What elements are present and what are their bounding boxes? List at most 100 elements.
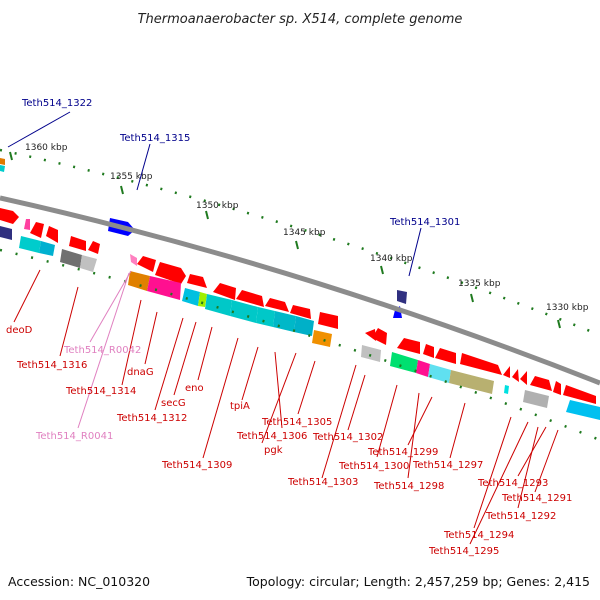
blue-labels: Teth514_1322 Teth514_1315 Teth514_1301	[21, 98, 460, 228]
gene-arrow[interactable]	[0, 208, 19, 224]
gene-label-eno[interactable]: eno	[185, 383, 204, 394]
gene-label-teth514-1301[interactable]: Teth514_1301	[389, 217, 460, 228]
gene-arrow[interactable]	[137, 256, 156, 272]
gene-block	[390, 352, 418, 373]
gene-block	[416, 360, 430, 377]
gene-block	[128, 271, 150, 291]
gene-arrow[interactable]	[187, 274, 207, 288]
gene-block	[60, 249, 82, 268]
gene-block	[205, 294, 232, 316]
gene-label-teth514-1297[interactable]: Teth514_1297	[412, 460, 483, 471]
gene-label-teth514-1305[interactable]: Teth514_1305	[261, 417, 332, 428]
gene-block	[523, 390, 549, 408]
gene-arrow[interactable]	[24, 219, 30, 230]
gene-label-teth514-1315[interactable]: Teth514_1315	[119, 133, 190, 144]
gene-label-teth514-1312[interactable]: Teth514_1312	[116, 413, 187, 424]
gene-block	[256, 307, 275, 327]
gene-block	[504, 385, 509, 394]
accession-text: Accession: NC_010320	[8, 574, 150, 589]
gene-label-teth514-1309[interactable]: Teth514_1309	[161, 460, 232, 471]
gene-block	[566, 400, 600, 420]
gene-block	[0, 158, 5, 165]
gene-block	[397, 290, 407, 304]
red-leaders	[13, 269, 559, 545]
gene-block	[361, 345, 381, 362]
gene-label-teth514-r0042[interactable]: Teth514_R0042	[63, 345, 141, 356]
gene-block	[449, 370, 494, 394]
gene-arrow[interactable]	[30, 222, 44, 238]
gene-arrow[interactable]	[290, 305, 311, 319]
gene-block	[230, 300, 258, 323]
red-labels: deoD Teth514_1316 dnaG Teth514_1314 eno …	[6, 325, 572, 557]
gene-arrow[interactable]	[435, 348, 456, 364]
kbp-tick-track: 1360 kbp 1355 kbp 1350 kbp 1345 kbp 1340…	[0, 143, 600, 337]
inner-genes-row2	[0, 226, 600, 420]
gene-arrow[interactable]	[372, 328, 387, 345]
map-title: Thermoanaerobacter sp. X514, complete ge…	[138, 12, 463, 27]
gene-arrow[interactable]	[69, 236, 86, 251]
gene-arrow[interactable]	[46, 226, 58, 243]
gene-label-teth514-1300[interactable]: Teth514_1300	[338, 461, 409, 472]
gene-arrow[interactable]	[563, 385, 596, 404]
gene-label-teth514-1298[interactable]: Teth514_1298	[373, 481, 444, 492]
kbp-marker: 1345 kbp	[283, 228, 326, 238]
gene-block	[428, 364, 451, 383]
gene-label-tpia[interactable]: tpiA	[230, 401, 250, 412]
gene-block	[39, 241, 55, 256]
pink-labels: Teth514_R0042 Teth514_R0041	[35, 345, 141, 442]
gene-arrow[interactable]	[530, 376, 552, 391]
gene-label-teth514-1314[interactable]: Teth514_1314	[65, 386, 136, 397]
gene-arrow[interactable]	[88, 241, 100, 254]
gene-arrow[interactable]	[236, 290, 264, 307]
kbp-marker: 1340 kbp	[370, 254, 413, 264]
gene-arrow[interactable]	[397, 338, 420, 354]
kbp-marker: 1335 kbp	[458, 279, 501, 289]
gene-arrow[interactable]	[155, 262, 186, 284]
gene-arrow[interactable]	[318, 312, 338, 329]
major-tick	[470, 293, 474, 303]
gene-label-teth514-1302[interactable]: Teth514_1302	[312, 432, 383, 443]
gene-label-deod[interactable]: deoD	[6, 325, 33, 336]
gene-label-teth514-1299[interactable]: Teth514_1299	[367, 447, 438, 458]
gene-arrow[interactable]	[512, 369, 519, 382]
kbp-marker: 1355 kbp	[110, 172, 153, 182]
gene-arrow[interactable]	[423, 344, 434, 358]
genome-backbone	[0, 195, 600, 386]
major-tick	[295, 240, 299, 250]
blue-leaders	[7, 111, 422, 277]
kbp-marker: 1360 kbp	[25, 143, 68, 153]
gene-arrow[interactable]	[130, 254, 137, 266]
gene-label-teth514-1293[interactable]: Teth514_1293	[477, 478, 548, 489]
gene-block	[198, 292, 207, 307]
gene-label-teth514-r0041[interactable]: Teth514_R0041	[35, 431, 113, 442]
gene-block	[80, 255, 97, 272]
gene-block	[147, 276, 181, 300]
gene-label-pgk[interactable]: pgk	[264, 445, 283, 456]
gene-block	[19, 236, 41, 253]
gene-label-teth514-1322[interactable]: Teth514_1322	[21, 98, 92, 109]
gene-block	[0, 165, 5, 172]
major-tick	[120, 185, 124, 195]
gene-label-secg[interactable]: secG	[161, 398, 186, 409]
kbp-marker: 1330 kbp	[546, 303, 589, 313]
gene-arrow[interactable]	[460, 353, 502, 375]
gene-label-teth514-1291[interactable]: Teth514_1291	[501, 493, 572, 504]
gene-label-teth514-1294[interactable]: Teth514_1294	[443, 530, 514, 541]
gene-arrow[interactable]	[503, 366, 510, 378]
gene-arrow[interactable]	[265, 298, 289, 312]
gene-label-teth514-1316[interactable]: Teth514_1316	[16, 360, 87, 371]
gene-arrow[interactable]	[520, 371, 527, 385]
gene-label-teth514-1303[interactable]: Teth514_1303	[287, 477, 358, 488]
gene-label-dnag[interactable]: dnaG	[127, 367, 154, 378]
pink-leaders	[77, 270, 132, 429]
gene-arrow[interactable]	[213, 283, 236, 300]
gene-label-teth514-1306[interactable]: Teth514_1306	[236, 431, 307, 442]
gene-block	[182, 288, 200, 306]
gene-block	[294, 316, 314, 336]
gene-label-teth514-1295[interactable]: Teth514_1295	[428, 546, 499, 557]
gene-arrow[interactable]	[553, 381, 561, 395]
gene-block	[0, 226, 12, 240]
kbp-marker: 1350 kbp	[196, 201, 239, 211]
gene-label-teth514-1292[interactable]: Teth514_1292	[485, 511, 556, 522]
